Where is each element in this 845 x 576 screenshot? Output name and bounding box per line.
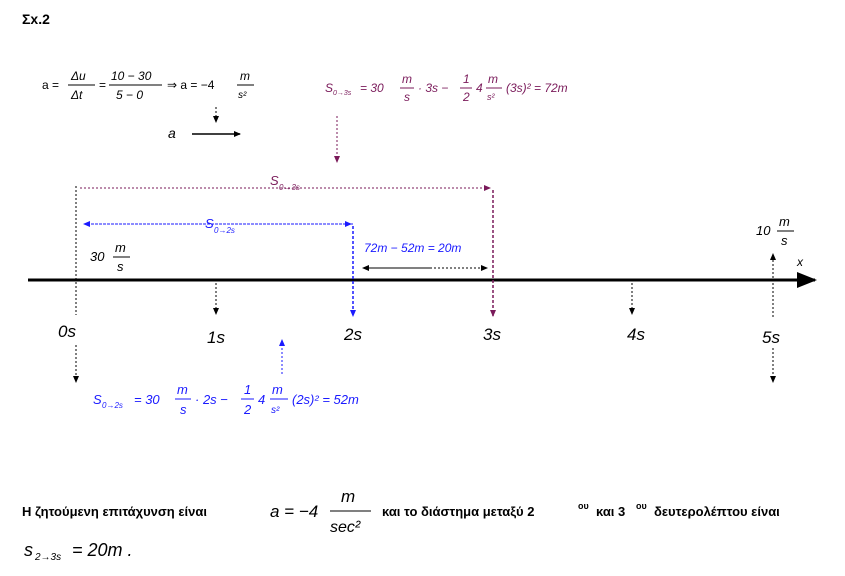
s02-u2-num: m — [272, 382, 283, 397]
s03-u2-num: m — [488, 72, 498, 86]
conclusion-sup1: ου — [578, 501, 589, 511]
time-label-3s: 3s — [483, 325, 501, 344]
s03-eq1: = 30 — [360, 81, 384, 95]
heading: Σx.2 — [22, 11, 50, 27]
s02-lhs: S — [93, 392, 102, 407]
time-label-1s: 1s — [207, 328, 225, 347]
s03-four: 4 — [476, 81, 483, 95]
time-label-5s: 5s — [762, 328, 780, 347]
conclusion-part1: Η ζητούμενη επιτάχυνση είναι — [22, 504, 207, 519]
svg-text:10: 10 — [756, 223, 771, 238]
conclusion-unit-num: m — [341, 487, 355, 506]
s02-u1-den: s — [180, 402, 187, 417]
velocity-start: 30 m s — [90, 240, 130, 274]
conclusion-s-rest: = 20m . — [72, 540, 133, 560]
s03-label: S 0→3s — [270, 173, 300, 192]
implies: ⇒ a = −4 — [167, 78, 215, 92]
den: 5 − 0 — [116, 88, 143, 102]
s02-half-den: 2 — [243, 402, 252, 417]
svg-text:m: m — [115, 240, 126, 255]
acceleration-formula: a = Δu Δt = 10 − 30 5 − 0 ⇒ a = −4 m s² — [42, 69, 254, 102]
svg-text:0→2s: 0→2s — [214, 226, 235, 235]
conclusion-part2: και το διάστημα μεταξύ 2 — [382, 504, 534, 519]
s03-tail: (3s)² = 72m — [506, 81, 568, 95]
s02-eq1: = 30 — [134, 392, 160, 407]
unit-num: m — [240, 69, 250, 83]
a-lhs: a = — [42, 78, 59, 92]
svg-text:S: S — [205, 216, 214, 231]
num: 10 − 30 — [111, 69, 152, 83]
conclusion-part3: και 3 — [596, 504, 625, 519]
s02-u1-num: m — [177, 382, 188, 397]
s03-lhs-sub: 0→3s — [333, 90, 352, 97]
conclusion-sup2: ου — [636, 501, 647, 511]
s02-label: S 0→2s — [205, 216, 235, 235]
conclusion-unit-den: sec² — [330, 519, 361, 536]
accel-vector-label: a — [168, 125, 176, 141]
conclusion-s-sub: 2→3s — [34, 552, 61, 563]
s02-four: 4 — [258, 392, 265, 407]
diff-label: 72m − 52m = 20m — [364, 241, 461, 255]
s03-u2-den: s² — [487, 92, 496, 102]
s03-u1-num: m — [402, 72, 412, 86]
s03-mid1: · 3s − — [418, 81, 448, 95]
x-axis-label: x — [796, 255, 804, 269]
s02-mid1: · 2s − — [195, 392, 228, 407]
eq: = — [99, 78, 106, 92]
velocity-end: 10 m s — [756, 214, 794, 248]
conclusion: Η ζητούμενη επιτάχυνση είναι a = −4 m se… — [22, 487, 780, 563]
s03-half-den: 2 — [462, 90, 470, 104]
s03-lhs: S — [325, 81, 333, 95]
s03-u1-den: s — [404, 90, 410, 104]
conclusion-a-eq: a = −4 — [270, 502, 318, 521]
svg-text:0→3s: 0→3s — [279, 183, 300, 192]
time-label-2s: 2s — [343, 325, 362, 344]
unit-den: s² — [238, 90, 247, 101]
svg-text:m: m — [779, 214, 790, 229]
time-label-4s: 4s — [627, 325, 645, 344]
du: Δu — [70, 69, 86, 83]
svg-text:s: s — [117, 259, 124, 274]
svg-text:s: s — [781, 233, 788, 248]
s02-formula: S 0→2s = 30 m s · 2s − 1 2 4 m s² (2s)² … — [93, 382, 359, 417]
dt: Δt — [70, 88, 83, 102]
s03-formula: S 0→3s = 30 m s · 3s − 1 2 4 m s² (3s)² … — [325, 72, 568, 104]
s02-tail: (2s)² = 52m — [292, 392, 359, 407]
conclusion-part4: δευτερολέπτου είναι — [654, 504, 780, 519]
s02-half-num: 1 — [244, 382, 251, 397]
conclusion-s-main: s — [24, 540, 33, 560]
svg-text:30: 30 — [90, 249, 105, 264]
s02-u2-den: s² — [271, 405, 280, 416]
svg-text:S: S — [270, 173, 279, 188]
time-label-0s: 0s — [58, 322, 76, 341]
s02-lhs-sub: 0→2s — [102, 401, 123, 410]
s03-half-num: 1 — [463, 72, 470, 86]
